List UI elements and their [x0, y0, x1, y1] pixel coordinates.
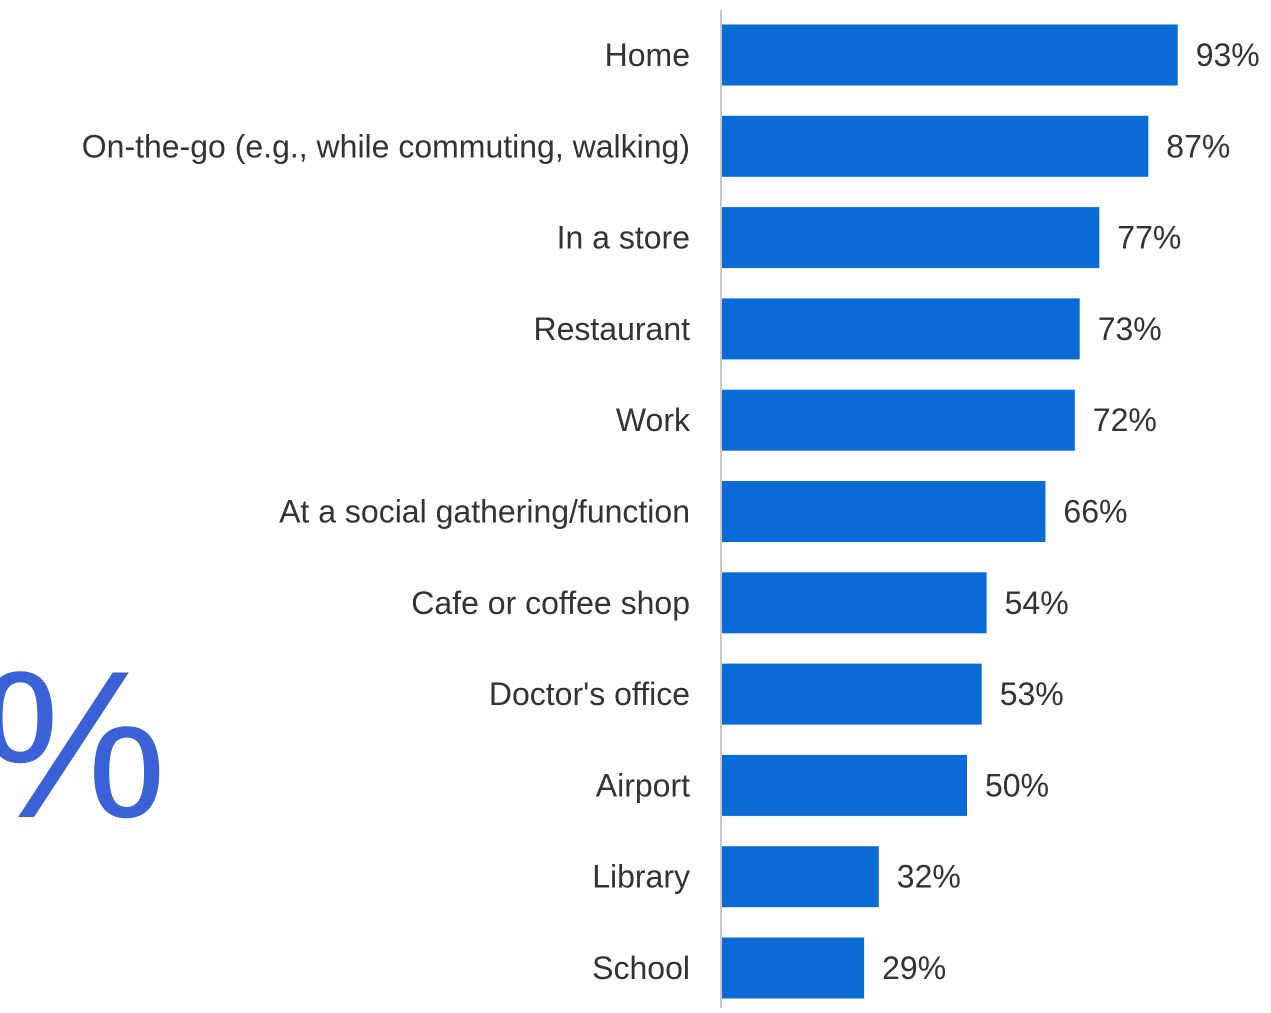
category-label: Airport	[596, 767, 690, 803]
value-label: 29%	[882, 950, 946, 986]
value-label: 73%	[1098, 311, 1162, 347]
bar	[722, 115, 1149, 177]
category-label: Library	[592, 859, 690, 895]
bar	[722, 663, 982, 725]
bar	[722, 207, 1100, 269]
bar	[722, 481, 1046, 542]
category-label: School	[592, 950, 690, 986]
value-label: 53%	[1000, 676, 1064, 712]
category-label: Cafe or coffee shop	[411, 585, 690, 621]
value-label: 50%	[985, 767, 1049, 803]
bar-row: School 29%	[592, 937, 946, 999]
value-label: 93%	[1196, 37, 1260, 73]
value-label: 87%	[1166, 128, 1230, 164]
category-label: Work	[616, 402, 691, 438]
value-label: 72%	[1093, 402, 1157, 438]
bar	[722, 572, 987, 634]
bar	[722, 389, 1075, 451]
bar-row: On-the-go (e.g., while commuting, walkin…	[82, 115, 1230, 177]
value-label: 66%	[1063, 494, 1127, 530]
category-label: On-the-go (e.g., while commuting, walkin…	[82, 128, 690, 164]
bar-row: Work 72%	[616, 389, 1157, 451]
bar	[722, 754, 967, 816]
category-label: Restaurant	[533, 311, 690, 347]
bar-row: At a social gathering/function 66%	[279, 481, 1127, 542]
bar	[722, 846, 879, 908]
bar-row: Home 93%	[605, 24, 1260, 86]
category-label: In a store	[557, 220, 690, 256]
bar-row: Cafe or coffee shop 54%	[411, 572, 1069, 634]
value-label: 54%	[1005, 585, 1069, 621]
bar-row: Library 32%	[592, 846, 961, 908]
value-label: 77%	[1117, 220, 1181, 256]
bar	[722, 298, 1080, 360]
category-label: At a social gathering/function	[279, 494, 690, 530]
category-label: Home	[605, 37, 690, 73]
bar-row: Doctor's office 53%	[489, 663, 1064, 725]
bar-row: In a store 77%	[557, 207, 1181, 269]
bar	[722, 937, 865, 999]
value-label: 32%	[897, 859, 961, 895]
big-percent-glyph: %	[0, 640, 167, 850]
bar-row: Restaurant 73%	[533, 298, 1162, 360]
category-label: Doctor's office	[489, 676, 690, 712]
bar	[722, 24, 1178, 86]
bar-row: Airport 50%	[596, 754, 1049, 816]
